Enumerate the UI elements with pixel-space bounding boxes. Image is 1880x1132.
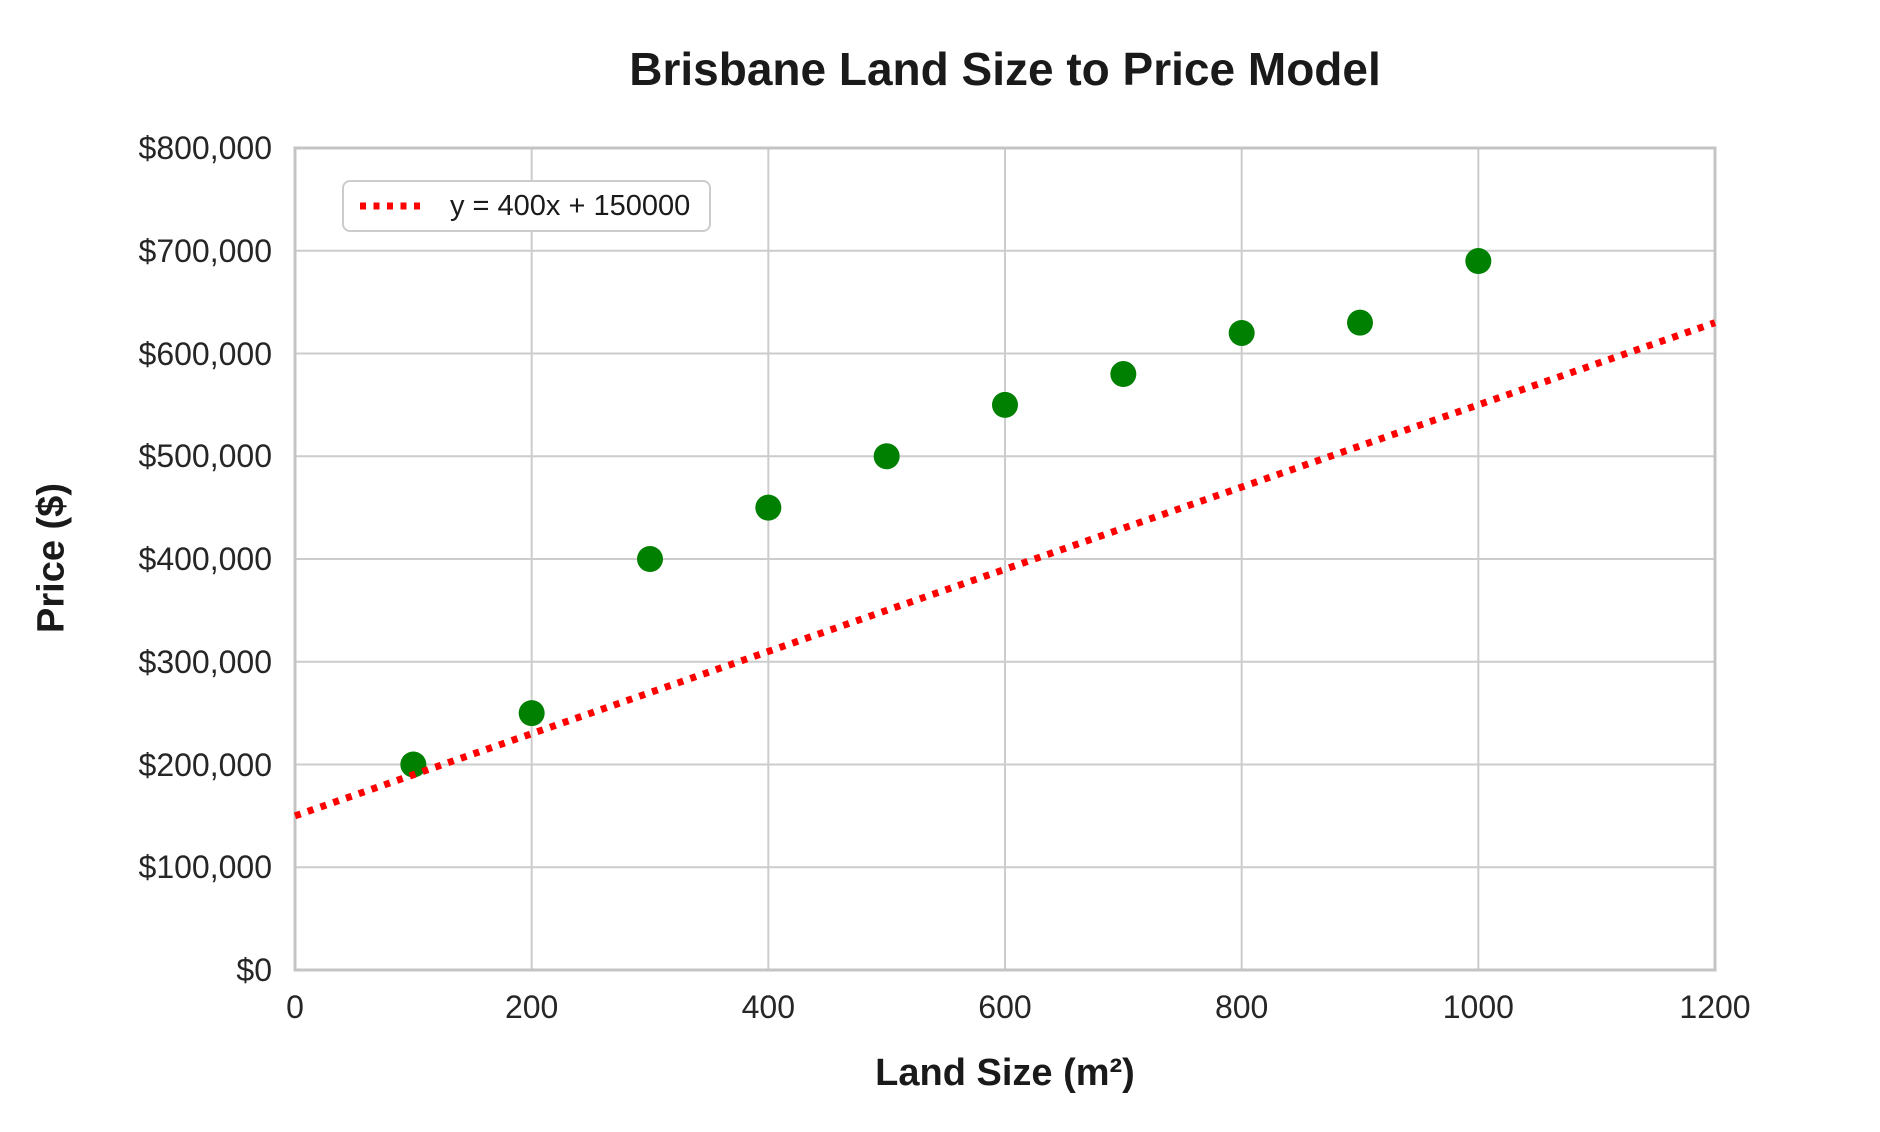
y-tick-label: $600,000 <box>138 335 272 372</box>
scatter-point <box>400 751 427 778</box>
legend: y = 400x + 150000 <box>342 180 711 232</box>
scatter-point <box>992 391 1018 418</box>
x-tick-label: 1000 <box>1442 989 1514 1025</box>
scatter-point <box>637 546 663 572</box>
scatter-point <box>873 443 900 470</box>
x-tick-label: 1200 <box>1679 989 1751 1025</box>
x-axis-title: Land Size (m²) <box>875 1052 1135 1094</box>
y-tick-label: $500,000 <box>138 438 272 475</box>
y-tick-label: $200,000 <box>138 746 272 783</box>
scatter-point <box>755 494 782 521</box>
x-tick-label: 800 <box>1214 989 1269 1025</box>
chart-title: Brisbane Land Size to Price Model <box>629 43 1381 95</box>
x-tick-label: 200 <box>504 989 559 1025</box>
y-tick-label: $400,000 <box>138 541 272 577</box>
y-tick-label: $700,000 <box>138 232 272 269</box>
scatter-point <box>1228 319 1255 346</box>
x-tick-label: 400 <box>741 989 796 1025</box>
scatter-point <box>1465 248 1492 275</box>
x-tick-label: 0 <box>286 989 304 1025</box>
scatter-point <box>518 700 545 727</box>
y-tick-label: $0 <box>236 952 272 988</box>
y-tick-label: $800,000 <box>138 130 272 166</box>
legend-dotted-line-sample <box>360 202 424 210</box>
scatter-point <box>1110 361 1137 388</box>
axes-spines <box>293 146 1717 972</box>
x-tick-label: 600 <box>978 989 1032 1025</box>
legend-entry-label: y = 400x + 150000 <box>450 189 691 222</box>
y-tick-label: $100,000 <box>138 849 272 886</box>
y-tick-label: $300,000 <box>138 643 272 680</box>
scatter-point <box>1347 309 1373 336</box>
